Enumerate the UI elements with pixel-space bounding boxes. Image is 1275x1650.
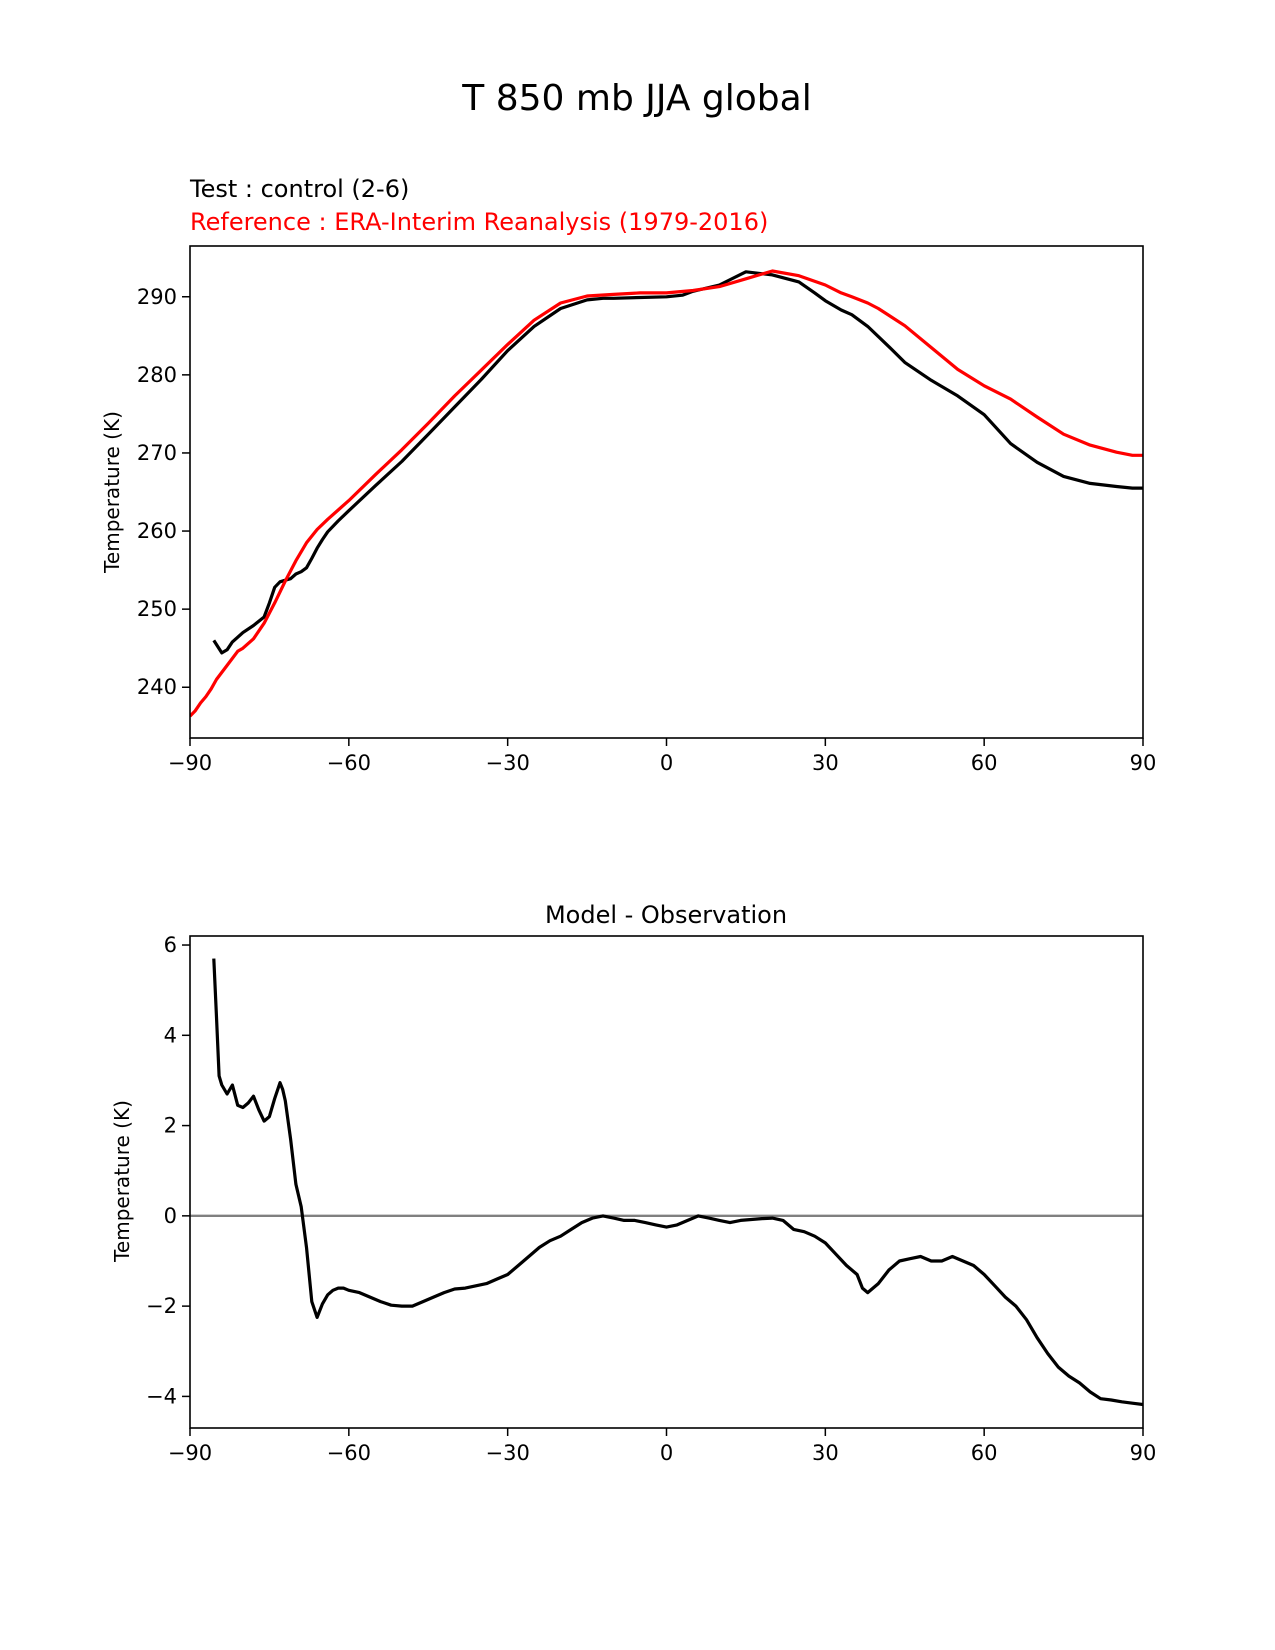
- bottom-chart-panel: Model - Observation −90 −60 −30 0 30 60 90−4−2…: [110, 901, 1156, 1465]
- reference-label: Reference : ERA-Interim Reanalysis (1979…: [190, 208, 768, 236]
- y-tick-label: 4: [164, 1023, 177, 1047]
- figure-title: T 850 mb JJA global: [461, 78, 811, 119]
- y-tick-label: 280: [137, 363, 177, 387]
- top-y-axis-label: Temperature (K): [100, 411, 124, 574]
- x-tick-label: 0: [660, 1441, 673, 1465]
- x-tick-label: −90: [168, 751, 212, 775]
- y-tick-label: 260: [137, 519, 177, 543]
- y-tick-label: 6: [164, 933, 177, 957]
- x-tick-label: −60: [327, 1441, 371, 1465]
- y-tick-label: 2: [164, 1114, 177, 1138]
- test-label: Test : control (2-6): [189, 175, 409, 203]
- y-tick-label: 290: [137, 285, 177, 309]
- difference-title: Model - Observation: [545, 901, 787, 929]
- top-axes-frame: [189, 245, 1144, 739]
- bottom-axes-frame: [189, 935, 1144, 1429]
- x-tick-label: 0: [660, 751, 673, 775]
- x-tick-label: −60: [327, 751, 371, 775]
- y-tick-label: 250: [137, 597, 177, 621]
- series-line-difference: [212, 958, 1143, 1407]
- top-plot-area: −90 −60 −30 0 30 60 90 240 250 260 270 280 290: [137, 269, 1157, 775]
- x-tick-label: 60: [971, 1441, 998, 1465]
- y-tick-label: 240: [137, 675, 177, 699]
- series-line-reference: [190, 269, 1143, 718]
- bottom-plot-area: −90 −60 −30 0 30 60 90 −4 −2 0 2 4 6: [146, 933, 1156, 1465]
- top-chart-panel: Test : control (2-6) Reference : ERA-Int…: [100, 175, 1156, 775]
- x-tick-label: 30: [812, 1441, 839, 1465]
- x-tick-label: 30: [812, 751, 839, 775]
- x-tick-label: 90: [1130, 751, 1157, 775]
- x-tick-label: −30: [486, 751, 530, 775]
- y-tick-label: −4: [146, 1384, 177, 1408]
- x-tick-label: −30: [486, 1441, 530, 1465]
- y-tick-label: 270: [137, 441, 177, 465]
- series-line-test: [212, 270, 1143, 655]
- bottom-y-axis-label: Temperature (K): [110, 1100, 134, 1263]
- y-tick-label: −2: [146, 1294, 177, 1318]
- x-tick-label: −90: [168, 1441, 212, 1465]
- y-tick-label: 0: [164, 1204, 177, 1228]
- x-tick-label: 60: [971, 751, 998, 775]
- x-tick-label: 90: [1130, 1441, 1157, 1465]
